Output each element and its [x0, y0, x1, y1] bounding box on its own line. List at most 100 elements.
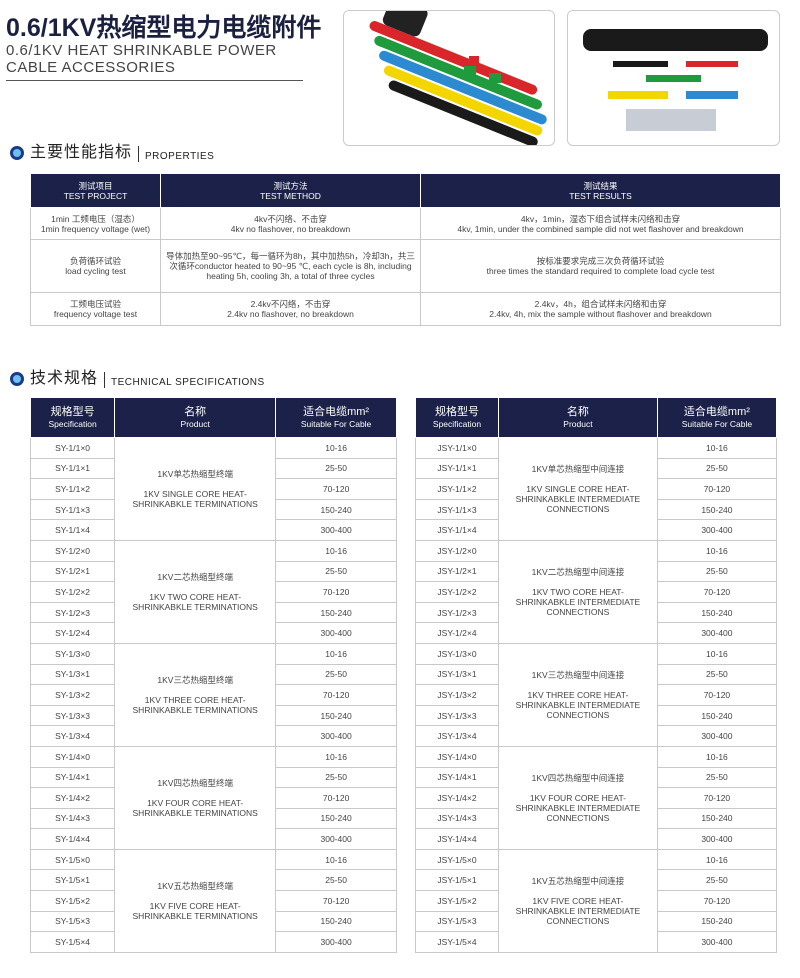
spec-cell: JSY-1/5×4	[414, 931, 500, 953]
spec-cell: JSY-1/5×3	[414, 910, 500, 933]
cable-size-cell: 300-400	[656, 622, 778, 644]
cable-size-cell: 300-400	[275, 622, 397, 644]
spec-cell: SY-1/2×4	[29, 622, 116, 644]
cable-size-cell: 300-400	[656, 519, 778, 541]
title-divider	[6, 80, 303, 81]
section-title-cn: 技术规格	[30, 370, 99, 387]
cable-size-cell: 300-400	[656, 931, 778, 953]
cable-size-cell: 150-240	[656, 601, 778, 624]
product-name-cell: 1KV五芯热缩型终端 1KV FIVE CORE HEAT-SHRINKABKLE…	[114, 848, 277, 953]
spec-cell: JSY-1/5×2	[414, 890, 500, 912]
table-row: 负荷循环试验 load cycling test 导体加热至90~95℃，每一循环…	[30, 239, 781, 293]
col-header-product: 名称 Product	[498, 397, 658, 438]
spec-cell: SY-1/4×2	[29, 787, 116, 809]
table-row: JSY-1/2×1 25-50	[414, 560, 778, 583]
cable-size-cell: 70-120	[656, 478, 778, 500]
table-row: SY-1/4×0 1KV四芯热缩型终端 1KV FOUR CORE HEAT-SHR…	[29, 745, 397, 850]
cable-size-cell: 10-16	[656, 642, 778, 665]
section-heading-properties: 主要性能指标 PROPERTIES	[10, 138, 214, 162]
table-row: 1min 工频电压（湿态） 1min frequency voltage (wet…	[30, 207, 781, 240]
table-row: SY-1/5×1 25-50	[29, 869, 397, 892]
spec-cell: SY-1/2×3	[29, 601, 116, 624]
spec-cell: SY-1/2×0	[29, 539, 116, 562]
cable-size-cell: 300-400	[275, 725, 397, 747]
spec-cell: SY-1/4×4	[29, 828, 116, 850]
product-name-cell: 1KV单芯热缩型终端 1KV SINGLE CORE HEAT-SHRINKABK…	[114, 437, 277, 541]
title-separator	[138, 146, 140, 162]
spec-cell: SY-1/3×1	[29, 663, 116, 686]
table-row: JSY-1/3×0 1KV三芯热缩型中间连接 1KV THREE CORE HEAT…	[414, 642, 778, 747]
spec-cell: SY-1/1×0	[29, 437, 116, 459]
spec-table-terminations: 规格型号 Specification 名称 Product 适合电缆mm² Suitabl…	[29, 397, 397, 953]
spec-cell: SY-1/3×0	[29, 642, 116, 665]
spec-cell: SY-1/3×2	[29, 684, 116, 706]
cable-size-cell: 70-120	[275, 890, 397, 912]
spec-cell: JSY-1/1×2	[414, 478, 500, 500]
table-row: SY-1/5×0 1KV五芯热缩型终端 1KV FIVE CORE HEAT-SHR…	[29, 848, 397, 953]
product-name-cell: 1KV二芯热缩型中间连接 1KV TWO CORE HEAT-SHRINKABKL…	[498, 539, 658, 644]
cable-size-cell: 25-50	[275, 560, 397, 583]
table-row: SY-1/2×4 300-400	[29, 622, 397, 644]
cable-size-cell: 10-16	[275, 437, 397, 459]
cable-size-cell: 25-50	[656, 766, 778, 789]
spec-cell: SY-1/4×1	[29, 766, 116, 789]
table-row: JSY-1/1×2 70-120	[414, 478, 778, 500]
spec-cell: SY-1/5×2	[29, 890, 116, 912]
section-title-en: PROPERTIES	[145, 151, 215, 162]
table-row: SY-1/5×4 300-400	[29, 931, 397, 953]
cable-size-cell: 25-50	[656, 869, 778, 892]
cable-size-cell: 70-120	[275, 581, 397, 603]
cable-size-cell: 70-120	[275, 787, 397, 809]
cable-size-cell: 10-16	[275, 642, 397, 665]
col-header-test-project: 测试项目 TEST PROJECT	[30, 173, 161, 208]
cable-size-cell: 25-50	[275, 869, 397, 892]
table-row: SY-1/2×2 70-120	[29, 581, 397, 603]
cable-size-cell: 300-400	[275, 931, 397, 953]
cable-size-cell: 150-240	[275, 910, 397, 933]
spec-cell: JSY-1/2×1	[414, 560, 500, 583]
cable-size-cell: 150-240	[275, 601, 397, 624]
cable-size-cell: 300-400	[275, 828, 397, 850]
table-row: SY-1/4×1 25-50	[29, 766, 397, 789]
table-row: SY-1/3×0 1KV三芯热缩型终端 1KV THREE CORE HEAT-SH…	[29, 642, 397, 747]
properties-table: 测试项目 TEST PROJECT 测试方法 TEST METHOD 测试结果 TES…	[30, 173, 781, 326]
spec-cell: JSY-1/1×1	[414, 457, 500, 480]
spec-cell: JSY-1/1×3	[414, 498, 500, 521]
cable-size-cell: 300-400	[275, 519, 397, 541]
table-row: JSY-1/4×3 150-240	[414, 807, 778, 830]
subtitle-line-1: 0.6/1KV HEAT SHRINKABLE POWER	[6, 42, 277, 59]
table-row: JSY-1/5×0 1KV五芯热缩型中间连接 1KV FIVE CORE HEAT-…	[414, 848, 778, 953]
spec-cell: JSY-1/1×0	[414, 437, 500, 459]
table-row: SY-1/2×0 1KV二芯热缩型终端 1KV TWO CORE HEAT-SHRI…	[29, 539, 397, 644]
spec-cell: JSY-1/4×1	[414, 766, 500, 789]
product-name-cell: 1KV五芯热缩型中间连接 1KV FIVE CORE HEAT-SHRINKABK…	[498, 848, 658, 953]
cable-size-cell: 150-240	[275, 498, 397, 521]
title-separator	[104, 372, 106, 388]
cable-size-cell: 70-120	[656, 787, 778, 809]
cable-size-cell: 25-50	[656, 560, 778, 583]
spec-cell: SY-1/5×1	[29, 869, 116, 892]
cable-size-cell: 10-16	[656, 539, 778, 562]
spec-cell: JSY-1/3×3	[414, 704, 500, 727]
table-row: SY-1/4×2 70-120	[29, 787, 397, 809]
cable-size-cell: 70-120	[656, 890, 778, 912]
section-heading-technical: 技术规格 TECHNICAL SPECIFICATIONS	[10, 364, 265, 388]
product-name-cell: 1KV二芯热缩型终端 1KV TWO CORE HEAT-SHRINKABKLE …	[114, 539, 277, 644]
spec-cell: JSY-1/4×3	[414, 807, 500, 830]
section-title-en: TECHNICAL SPECIFICATIONS	[111, 377, 265, 388]
cable-size-cell: 25-50	[656, 663, 778, 686]
table-row: JSY-1/2×2 70-120	[414, 581, 778, 603]
heat-shrink-tubes-image	[369, 11, 547, 145]
col-header-suitable-cable: 适合电缆mm² Suitable For Cable	[656, 397, 778, 438]
product-name-cell: 1KV三芯热缩型终端 1KV THREE CORE HEAT-SHRINKABKL…	[114, 642, 277, 747]
cable-size-cell: 70-120	[656, 684, 778, 706]
table-row: JSY-1/2×0 1KV二芯热缩型中间连接 1KV TWO CORE HEAT-S…	[414, 539, 778, 644]
spec-cell: JSY-1/3×1	[414, 663, 500, 686]
subtitle-line-2: CABLE ACCESSORIES	[6, 59, 176, 76]
col-header-specification: 规格型号 Specification	[29, 397, 116, 438]
table-row: JSY-1/3×3 150-240	[414, 704, 778, 727]
cable-size-cell: 10-16	[656, 745, 778, 768]
spec-cell: SY-1/1×3	[29, 498, 116, 521]
table-row: JSY-1/5×2 70-120	[414, 890, 778, 912]
spec-cell: JSY-1/2×0	[414, 539, 500, 562]
